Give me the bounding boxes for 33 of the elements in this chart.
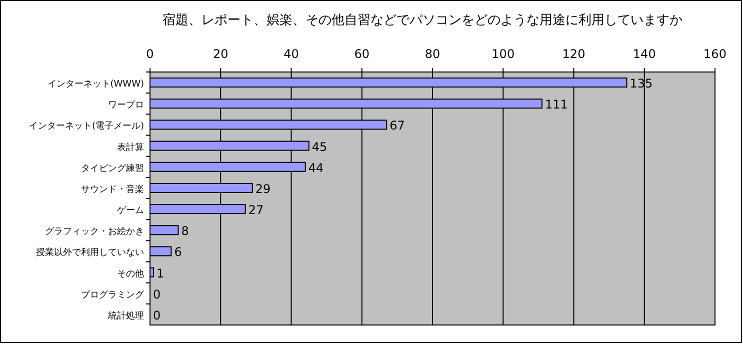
data-label: 0 [153,287,161,302]
y-tick-label: その他 [117,268,144,280]
data-label: 8 [181,224,189,238]
x-tick-label: 80 [424,47,440,61]
x-tick-label: 60 [354,47,370,61]
data-label: 67 [390,118,405,133]
x-tick-label: 140 [632,47,656,61]
y-tick-label: ゲーム [117,205,144,216]
x-tick-label: 20 [212,47,228,61]
data-label: 6 [174,245,182,260]
data-label: 1 [156,266,164,280]
chart-title: 宿題、レポート、娯楽、その他自習などでパソコンをどのような用途に利用していますか [162,12,682,28]
data-label: 0 [153,308,161,322]
y-tick-label: 表計算 [117,142,144,153]
y-tick-label: サウンド・音楽 [81,184,144,195]
data-label: 44 [308,160,324,175]
y-tick-label: プログラミング [81,289,145,300]
data-label: 29 [255,182,271,196]
x-tick-label: 160 [704,47,726,61]
x-tick-label: 100 [492,47,515,61]
y-tick-label: 授業以外で利用していない [36,247,144,258]
y-tick-label: タイピング練習 [81,162,144,174]
data-label: 27 [248,203,264,218]
x-tick-label: 40 [284,47,299,61]
y-tick-label: 統計処理 [108,310,144,322]
y-tick-label: インターネット(電子メール) [28,120,144,132]
y-tick-label: グラフィック・お絵かき [45,226,144,238]
y-tick-label: ワープロ [108,100,144,111]
x-tick-label: 120 [562,47,586,61]
data-label: 111 [544,98,568,112]
data-label: 45 [312,140,328,154]
x-tick-label: 0 [146,47,154,61]
y-tick-label: インターネット(WWW) [47,80,144,90]
